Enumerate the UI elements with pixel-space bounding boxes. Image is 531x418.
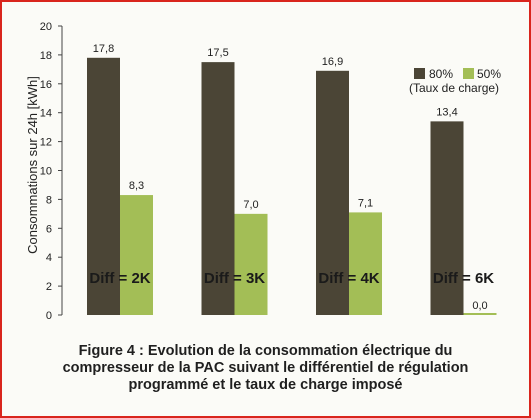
category-labels: Diff = 2K Diff = 3K Diff = 4K Diff = 6K — [89, 270, 494, 287]
y-axis-title: Consommations sur 24h [kWh] — [25, 76, 40, 254]
legend-label-50: 50% — [477, 67, 501, 81]
y-tick-label: 18 — [40, 50, 52, 62]
legend-label-80: 80% — [429, 67, 453, 81]
bar-80-4 — [430, 121, 464, 316]
value-label: 13,4 — [436, 106, 457, 118]
y-tick-label: 16 — [40, 79, 52, 91]
value-label: 8,3 — [129, 180, 144, 192]
y-tick-label: 4 — [46, 252, 52, 264]
caption-line-2: compresseur de la PAC suivant le différe… — [62, 360, 469, 376]
legend-note: (Taux de charge) — [409, 81, 499, 95]
y-axis: 0 2 4 6 8 10 12 14 16 18 20 — [40, 21, 63, 322]
y-tick-label: 20 — [40, 21, 52, 33]
bar-80-2 — [201, 62, 235, 315]
bar-50-4 — [463, 313, 497, 315]
value-label: 16,9 — [322, 56, 343, 68]
y-tick-label: 6 — [46, 223, 52, 235]
y-tick-label: 8 — [46, 194, 52, 206]
bar-50-3 — [349, 212, 382, 315]
bars — [87, 57, 497, 316]
bar-50-1 — [120, 195, 153, 315]
value-label: 7,0 — [243, 199, 258, 211]
y-tick-label: 2 — [46, 281, 52, 293]
figure-caption: Figure 4 : Evolution de la consommation … — [14, 343, 517, 394]
value-label: 7,1 — [358, 197, 373, 209]
y-tick-label: 14 — [40, 108, 52, 120]
legend-swatch-80 — [414, 68, 425, 79]
legend-swatch-50 — [463, 68, 474, 79]
category-label-4: Diff = 6K — [433, 270, 494, 287]
value-label: 0,0 — [472, 300, 487, 312]
value-labels: 17,8 8,3 17,5 7,0 16,9 7,1 13,4 0,0 — [93, 43, 488, 312]
category-label-1: Diff = 2K — [89, 270, 150, 287]
y-tick-label: 10 — [40, 166, 52, 178]
bar-80-3 — [316, 70, 349, 315]
y-tick-label: 0 — [46, 310, 52, 322]
value-label: 17,5 — [207, 47, 228, 59]
bar-50-2 — [234, 213, 268, 315]
legend: 80% 50% (Taux de charge) — [409, 67, 501, 95]
y-tick-label: 12 — [40, 137, 52, 149]
category-label-2: Diff = 3K — [204, 270, 265, 287]
caption-line-3: programmé et le taux de charge imposé — [128, 377, 403, 393]
bar-80-1 — [87, 57, 120, 315]
caption-line-1: Figure 4 : Evolution de la consommation … — [78, 343, 453, 359]
value-label: 17,8 — [93, 43, 114, 55]
category-label-3: Diff = 4K — [318, 270, 379, 287]
